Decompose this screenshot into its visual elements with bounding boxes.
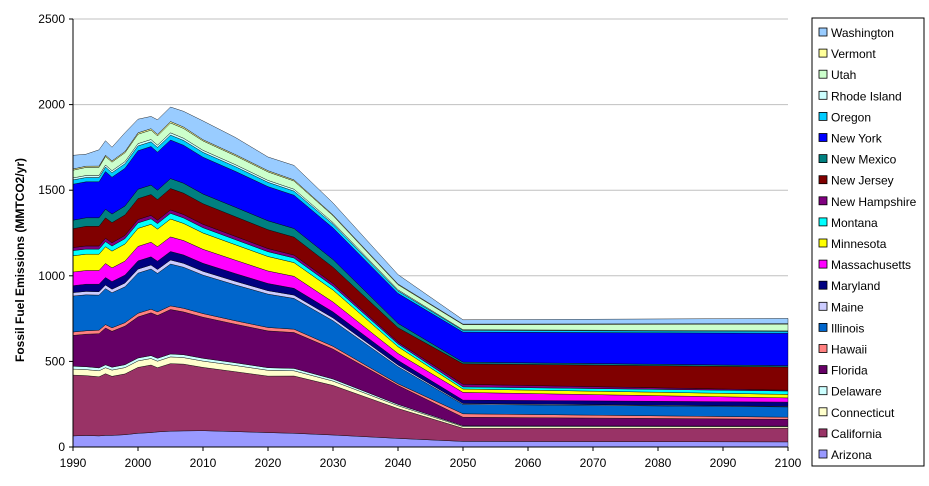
legend-swatch <box>818 48 828 58</box>
x-tick-label: 2070 <box>580 456 607 470</box>
y-tick-label: 2500 <box>38 12 65 26</box>
legend-label: California <box>831 427 882 441</box>
legend-label: New Jersey <box>831 174 894 188</box>
legend-label: Connecticut <box>831 406 895 420</box>
legend-label: Illinois <box>831 321 864 335</box>
x-tick-label: 2030 <box>320 456 347 470</box>
legend-label: Arizona <box>831 448 872 462</box>
x-tick-label: 2100 <box>775 456 802 470</box>
legend-swatch <box>818 407 828 417</box>
legend-label: Vermont <box>831 47 876 61</box>
legend-swatch <box>818 322 828 332</box>
legend-swatch <box>818 27 828 37</box>
x-tick-label: 2020 <box>255 456 282 470</box>
legend-swatch <box>818 428 828 438</box>
legend-label: Oregon <box>831 110 871 124</box>
legend-label: Rhode Island <box>831 89 902 103</box>
legend-swatch <box>818 133 828 142</box>
legend-label: New Mexico <box>831 153 897 167</box>
x-tick-label: 1990 <box>60 456 87 470</box>
legend-label: Delaware <box>831 385 882 399</box>
y-axis-label: Fossil Fuel Emissions (MMTCO2/yr) <box>13 158 27 362</box>
x-tick-label: 2050 <box>450 456 477 470</box>
legend-swatch <box>818 301 828 311</box>
x-tick-label: 2000 <box>125 456 152 470</box>
x-axis-ticks: 1990 2000 2010 2020 2030 2040 2050 2060 2070 2080… <box>60 447 802 470</box>
legend-label: Maine <box>831 300 864 314</box>
legend-label: Maryland <box>831 279 880 293</box>
legend-swatch <box>818 69 828 79</box>
legend-label: Montana <box>831 216 878 230</box>
x-tick-label: 2010 <box>190 456 217 470</box>
legend-swatch <box>818 217 828 227</box>
legend-swatch <box>818 175 828 185</box>
legend-swatch <box>818 280 828 290</box>
legend-swatch <box>818 386 828 396</box>
series-areas <box>72 106 789 448</box>
legend-swatch <box>818 259 828 269</box>
legend-swatch <box>818 112 828 121</box>
legend-swatch <box>818 344 828 353</box>
x-tick-label: 2060 <box>515 456 542 470</box>
area-washington <box>72 106 789 325</box>
legend-label: New Hampshire <box>831 195 917 209</box>
legend-label: Massachusetts <box>831 258 911 272</box>
x-tick-label: 2080 <box>645 456 672 470</box>
legend-swatch <box>818 238 828 248</box>
legend-label: Utah <box>831 68 856 82</box>
axes <box>72 19 788 448</box>
y-axis-ticks: 0 500 1000 1500 2000 2500 <box>38 12 73 454</box>
y-tick-label: 500 <box>45 354 65 368</box>
y-tick-label: 2000 <box>38 98 65 112</box>
legend-label: New York <box>831 132 883 146</box>
legend-swatch <box>818 449 828 459</box>
legend-label: Minnesota <box>831 237 887 251</box>
y-tick-label: 0 <box>58 440 65 454</box>
x-tick-label: 2090 <box>710 456 737 470</box>
x-tick-label: 2040 <box>385 456 412 470</box>
y-tick-label: 1000 <box>38 269 65 283</box>
legend-label: Hawaii <box>831 343 867 357</box>
legend-swatch <box>818 90 828 100</box>
legend-swatch <box>818 365 828 375</box>
legend-swatch <box>818 154 828 164</box>
legend-label: Florida <box>831 364 868 378</box>
legend-swatch <box>818 196 828 206</box>
legend-label: Washington <box>831 26 894 40</box>
legend: Washington Vermont Utah Rhode Island Oregon N… <box>811 17 925 467</box>
y-tick-label: 1500 <box>38 183 65 197</box>
